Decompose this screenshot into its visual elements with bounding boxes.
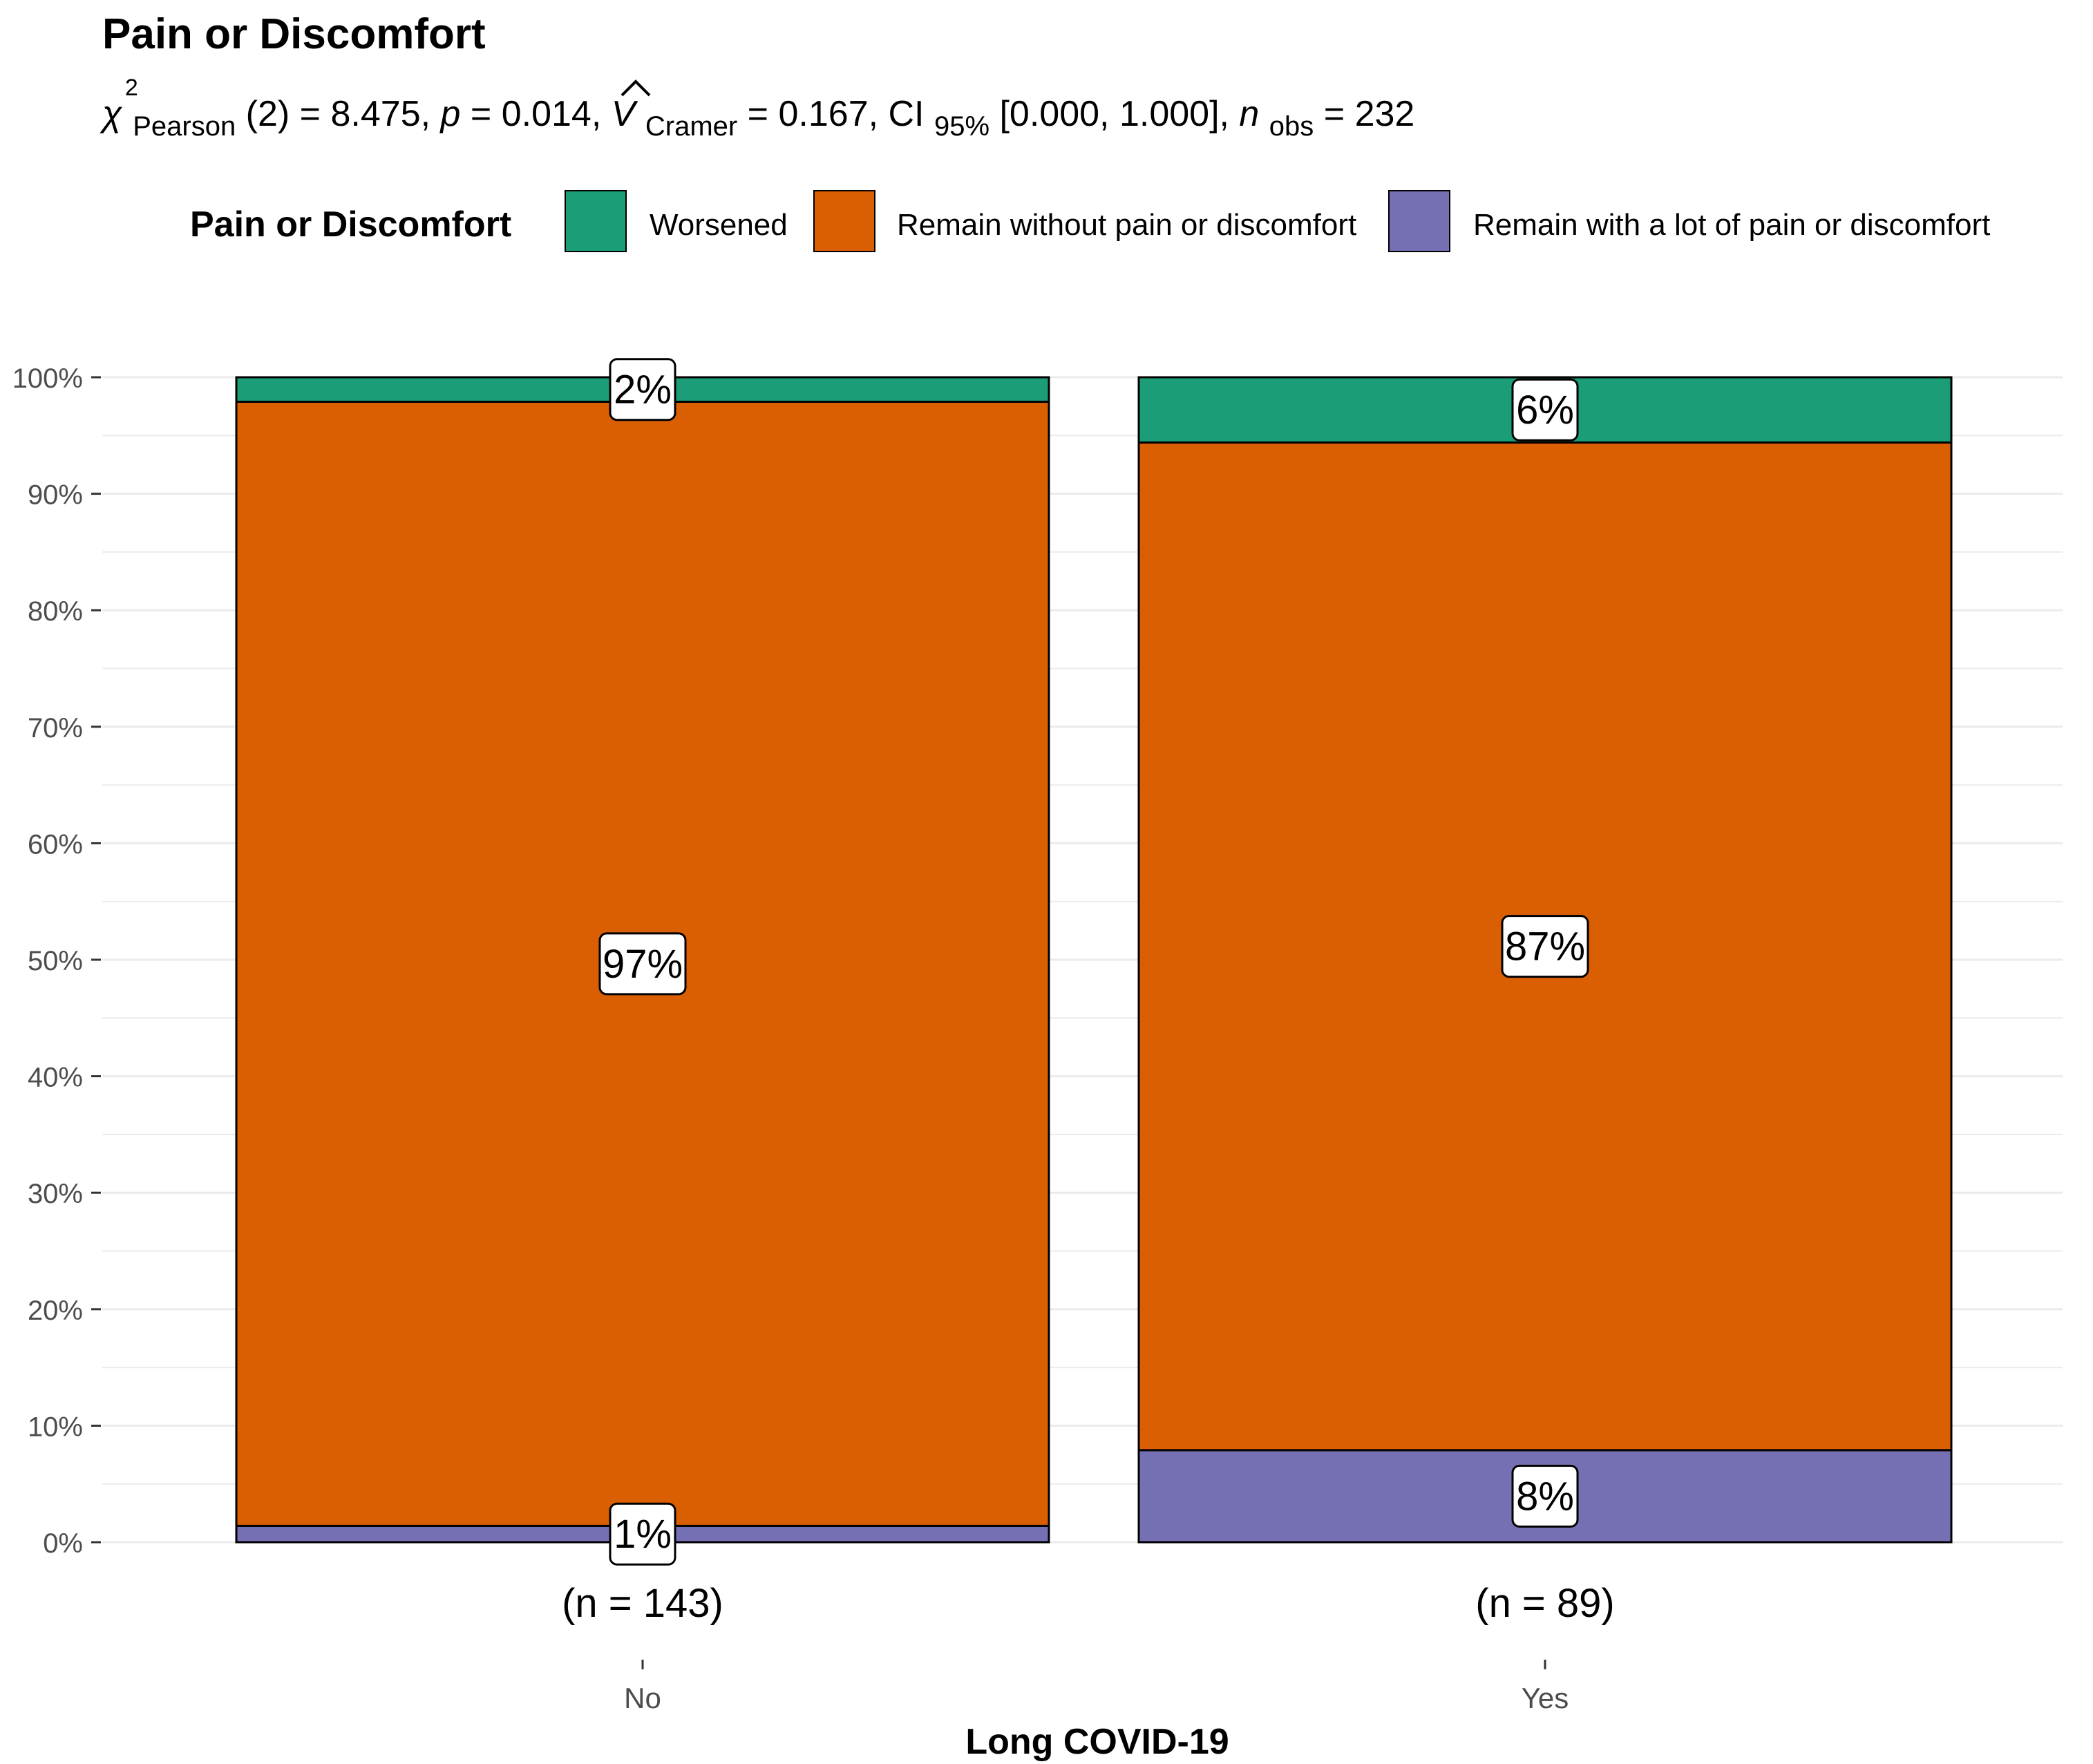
data-label: 6% (1516, 388, 1574, 433)
y-tick-label: 100% (12, 363, 83, 394)
legend: Pain or Discomfort Worsened Remain witho… (190, 190, 1990, 252)
v-hat-mark (621, 79, 651, 97)
data-label-box (1511, 378, 1579, 442)
data-label: 8% (1516, 1474, 1574, 1519)
data-label: 1% (614, 1512, 672, 1557)
v-value: = 0.167, CI (748, 94, 925, 134)
chi-value: = 8.475, (300, 94, 441, 134)
n-symbol: n (1239, 94, 1259, 134)
legend-swatch-remain-with (1388, 190, 1450, 252)
y-tick-label: 30% (28, 1179, 83, 1209)
bar-count-label: (n = 89) (1475, 1581, 1615, 1626)
chi-symbol: χ (100, 94, 123, 134)
n-value: = 232 (1324, 94, 1415, 134)
legend-label-remain-without: Remain without pain or discomfort (897, 208, 1356, 242)
y-tick-label: 20% (28, 1296, 83, 1326)
legend-swatch-remain-without (813, 190, 875, 252)
v-subscript: Cramer (645, 111, 737, 142)
y-tick-label: 80% (28, 596, 83, 627)
ci-value: [0.000, 1.000], (999, 94, 1239, 134)
p-symbol: p (439, 94, 461, 134)
x-tick-label: No (624, 1682, 661, 1714)
data-labels: 1% 97% 2% 8% 87% 6% (598, 358, 1589, 1566)
data-label-box (609, 1502, 676, 1566)
y-tick-label: 10% (28, 1412, 83, 1442)
y-tick-label: 40% (28, 1063, 83, 1093)
chi-subscript: Pearson (133, 111, 236, 142)
v-symbol: V (612, 94, 638, 134)
x-tick-label: Yes (1522, 1682, 1569, 1714)
x-axis-title: Long COVID-19 (965, 1722, 1229, 1762)
bar-count-label: (n = 143) (562, 1581, 723, 1626)
y-axis: 0% 10% 20% 30% 40% 50% 60% 70% 80% 90% 100% (12, 363, 101, 1559)
legend-label-worsened: Worsened (650, 208, 788, 242)
data-label-box (598, 932, 687, 996)
chart-subtitle: χ 2 Pearson (2) = 8.475, p = 0.014, V Cr… (100, 64, 1414, 144)
legend-title: Pain or Discomfort (190, 205, 511, 245)
y-tick-label: 90% (28, 480, 83, 511)
chart-title: Pain or Discomfort (102, 10, 486, 58)
ci-subscript: 95% (934, 111, 989, 142)
legend-label-remain-with: Remain with a lot of pain or discomfort (1473, 208, 1990, 242)
y-tick-label: 70% (28, 713, 83, 743)
data-label: 2% (614, 368, 672, 412)
y-tick-label: 50% (28, 946, 83, 976)
chi-df: (2) (246, 94, 290, 134)
data-label-box (1511, 1464, 1579, 1528)
p-value: = 0.014, (471, 94, 612, 134)
data-label-box (609, 358, 676, 421)
data-label-box (1501, 915, 1589, 978)
data-label: 87% (1505, 924, 1585, 969)
chi-superscript: 2 (125, 75, 138, 101)
y-tick-label: 60% (28, 829, 83, 860)
n-subscript: obs (1269, 111, 1314, 142)
y-tick-label: 0% (43, 1528, 83, 1559)
data-label: 97% (603, 942, 683, 987)
legend-swatch-worsened (565, 190, 627, 252)
x-axis: (n = 143) No (n = 89) Yes (562, 1581, 1615, 1714)
